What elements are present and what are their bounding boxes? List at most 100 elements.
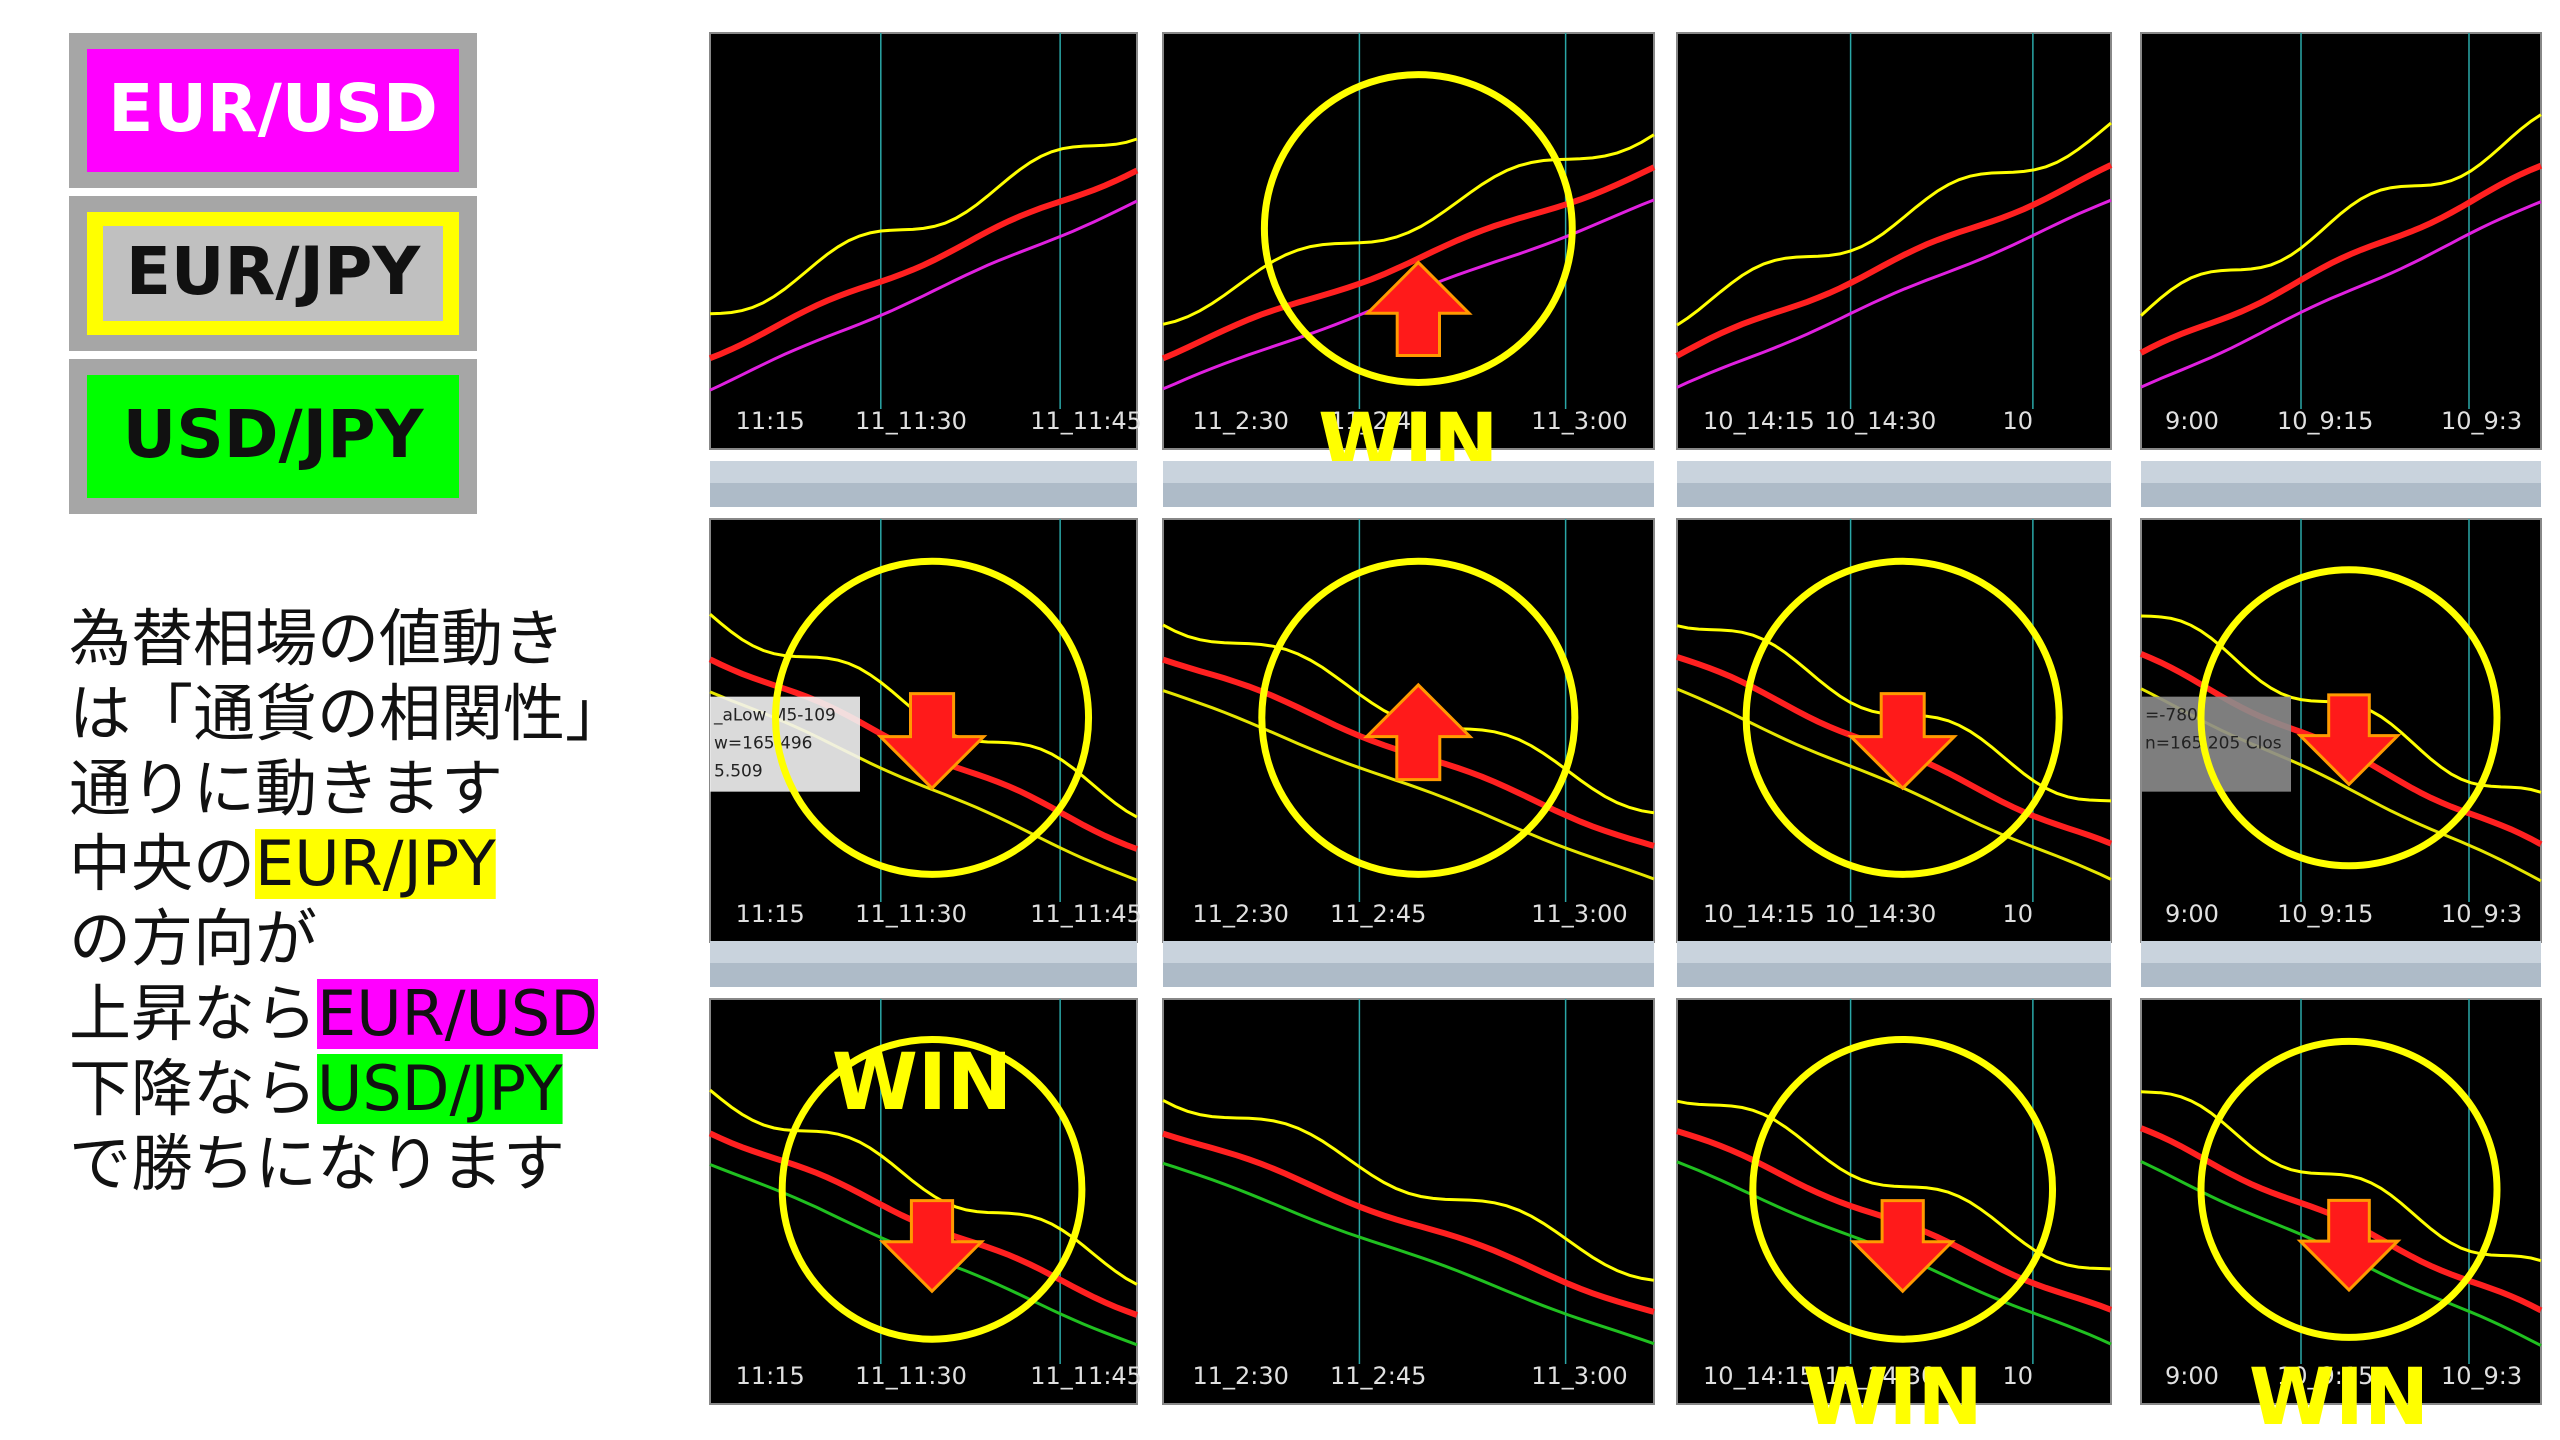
panel-separator-shade bbox=[710, 963, 1137, 987]
x-axis-label: 11_2:45 bbox=[1330, 1362, 1426, 1390]
x-axis-label: 11_2:30 bbox=[1192, 900, 1288, 928]
x-axis-label: 10_14:15 bbox=[1703, 407, 1815, 435]
legend-inner bbox=[87, 49, 459, 172]
explanation-text: の方向が bbox=[69, 902, 317, 975]
x-axis-label: 11_11:30 bbox=[855, 900, 967, 928]
highlight-circle bbox=[778, 1036, 1086, 1343]
tooltip-text: =-780 bbox=[2145, 706, 2198, 726]
legend-label: USD/JPY bbox=[123, 396, 425, 473]
x-axis-label: 11_11:45 bbox=[1030, 407, 1142, 435]
ma-line bbox=[1162, 1130, 1655, 1315]
legend-label: EUR/JPY bbox=[126, 233, 422, 310]
x-axis-label: 10_14:15 bbox=[1703, 900, 1815, 928]
explanation-text: USD/JPY bbox=[317, 1052, 563, 1125]
ma-line bbox=[2139, 162, 2543, 356]
panel-separator-shade bbox=[1677, 483, 2111, 507]
explanation-text: で勝ちになります bbox=[69, 1127, 565, 1200]
x-axis-label: 10_9:15 bbox=[2277, 407, 2373, 435]
chart-panel: 11:15 11_11:30 11_11:45 bbox=[708, 32, 1142, 450]
x-axis-label: 11:15 bbox=[736, 407, 805, 435]
panel-separator-shade bbox=[1163, 483, 1654, 507]
x-axis-label: 10 bbox=[2003, 900, 2034, 928]
chart-panel: 9:00 10_9:15 10_9:3 bbox=[2139, 32, 2543, 450]
panel-bg bbox=[2140, 32, 2542, 450]
x-axis-label: 11_2:45 bbox=[1330, 900, 1426, 928]
x-axis-label: 11_11:45 bbox=[1030, 1362, 1142, 1390]
direction-arrow bbox=[1363, 682, 1474, 782]
price-line bbox=[1162, 133, 1655, 326]
explanation-text: 下降なら bbox=[69, 1052, 317, 1125]
x-axis-label: 10_9:3 bbox=[2441, 407, 2522, 435]
direction-arrow bbox=[2296, 693, 2402, 787]
ma-line bbox=[708, 167, 1139, 361]
panel-separator-shade bbox=[2141, 963, 2541, 987]
highlight-circle bbox=[2197, 566, 2501, 870]
chart-panel: 11:15 11_11:30 11_11:45 WIN bbox=[708, 941, 1142, 1405]
x-axis-label: 11_3:00 bbox=[1531, 900, 1627, 928]
highlight-circle bbox=[1749, 1036, 2057, 1343]
x-axis-label: 10 bbox=[2003, 1362, 2034, 1390]
price-line bbox=[1162, 1098, 1655, 1282]
price-line bbox=[2140, 1090, 2542, 1263]
chart-panel: 9:00 10_9:15 10_9:3 WIN bbox=[2139, 941, 2543, 1440]
highlight bbox=[255, 829, 496, 899]
x-axis-label: 10 bbox=[2003, 407, 2034, 435]
highlight-circle bbox=[772, 557, 1093, 878]
win-label: WIN bbox=[832, 1038, 1012, 1128]
ma-line bbox=[709, 199, 1138, 392]
panel-bg bbox=[1162, 998, 1655, 1405]
tooltip-text: n=165.205 Clos bbox=[2145, 734, 2282, 754]
panel-bg bbox=[1676, 32, 2112, 450]
x-axis-label: 11_3:00 bbox=[1531, 1362, 1627, 1390]
tooltip-text: w=165.496 bbox=[714, 734, 812, 754]
highlight-circle bbox=[1258, 557, 1579, 878]
explanation-text: 上昇なら bbox=[69, 977, 317, 1050]
x-axis-label: 9:00 bbox=[2165, 407, 2219, 435]
x-axis-label: 10_9:15 bbox=[2277, 1362, 2373, 1390]
price-line bbox=[1676, 121, 2112, 327]
chart-panel: 11_2:30 11_2:45 11_3:00 bbox=[1162, 461, 1655, 943]
price-line bbox=[2139, 113, 2542, 317]
x-axis-label: 10_9:3 bbox=[2441, 1362, 2522, 1390]
x-axis-label: 11:15 bbox=[736, 1362, 805, 1390]
x-axis-label: 10_14:30 bbox=[1825, 407, 1937, 435]
x-axis-label: 10_9:3 bbox=[2441, 900, 2522, 928]
explanation-text: EUR/JPY bbox=[255, 827, 496, 900]
legend-inner bbox=[87, 375, 459, 498]
explanation-text: 為替相場の値動き bbox=[69, 602, 565, 675]
direction-arrow bbox=[1849, 1199, 1956, 1294]
ma-line bbox=[1162, 689, 1655, 881]
direction-arrow bbox=[2296, 1198, 2402, 1293]
x-axis-label: 9:00 bbox=[2165, 1362, 2219, 1390]
panel-separator-shade bbox=[710, 483, 1137, 507]
chart-panel: 10_14:15 10_14:30 10 bbox=[1676, 461, 2113, 943]
highlight bbox=[317, 979, 599, 1049]
explanation-text: EUR/USD bbox=[317, 977, 598, 1050]
x-axis-label: 10_14:15 bbox=[1703, 1362, 1815, 1390]
x-axis-label: 11:15 bbox=[736, 900, 805, 928]
highlight-circle bbox=[1742, 557, 2063, 878]
price-line bbox=[709, 1088, 1138, 1286]
x-axis-label: 11_3:00 bbox=[1531, 407, 1627, 435]
tooltip-text: 5.509 bbox=[714, 762, 763, 782]
price-line bbox=[709, 137, 1138, 316]
x-axis-label: 10_14:30 bbox=[1825, 900, 1937, 928]
direction-arrow bbox=[1363, 260, 1473, 357]
chart-panel: 11_2:30 11_2:45 11_3:00 bbox=[1162, 941, 1655, 1405]
chart-panel: 10_14:15 10_14:30 10 bbox=[1675, 32, 2113, 450]
highlight-circle bbox=[1260, 71, 1576, 386]
x-axis-label: 10_9:15 bbox=[2277, 900, 2373, 928]
chart-panel: 10_14:15 10_14:30 10 WIN bbox=[1676, 941, 2113, 1440]
x-axis-label: 11_11:30 bbox=[855, 1362, 967, 1390]
x-axis-label: 11_11:45 bbox=[1030, 900, 1142, 928]
win-label: WIN bbox=[1803, 1353, 1983, 1440]
direction-arrow bbox=[1847, 692, 1958, 791]
x-axis-label: 9:00 bbox=[2165, 900, 2219, 928]
ma-line bbox=[1676, 198, 2112, 389]
highlight-circle bbox=[2197, 1037, 2501, 1341]
explanation-text: は「通貨の相関性」 bbox=[69, 677, 627, 750]
panel-separator-shade bbox=[1677, 963, 2111, 987]
panel-bg bbox=[709, 32, 1138, 450]
